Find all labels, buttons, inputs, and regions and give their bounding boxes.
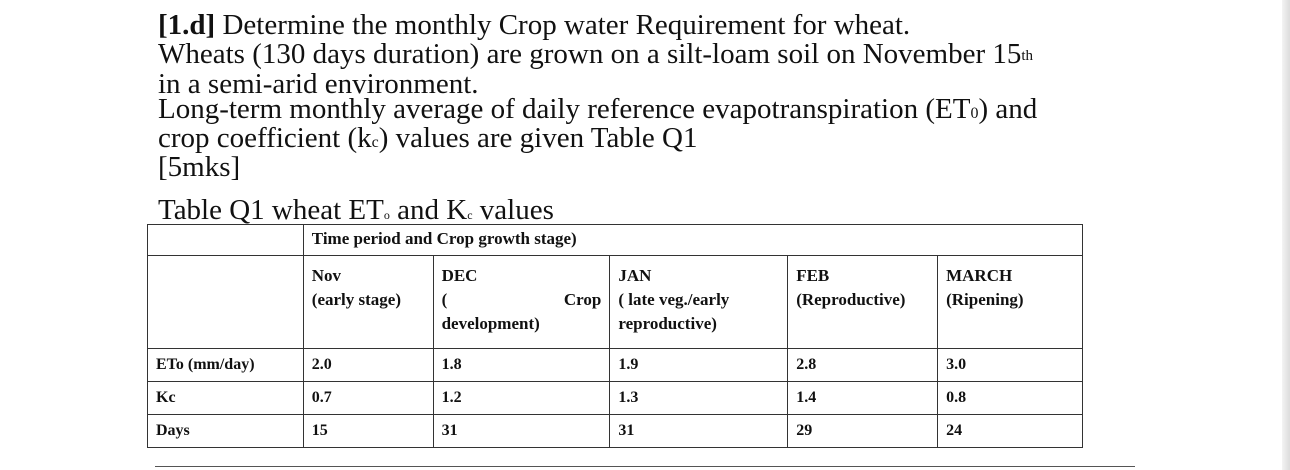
table-cell: 2.8 (787, 348, 939, 382)
et-subscript: 0 (970, 105, 979, 122)
row-label: ETo (mm/day) (147, 348, 304, 382)
table-row-eto: ETo (mm/day) 2.0 1.8 1.9 2.8 3.0 (147, 348, 1083, 382)
table-cell: 0.8 (937, 381, 1083, 415)
table-months-row: Nov (early stage) DEC ( Crop development… (147, 255, 1083, 349)
table-caption-sub-c: c (467, 208, 473, 222)
table-cell: 1.2 (432, 381, 611, 415)
question-line-5-post: ) values are given Table Q1 (378, 122, 698, 154)
growth-stage: (Ripening) (946, 290, 1024, 309)
growth-stage-word: Crop (563, 290, 602, 309)
growth-stage: (Reproductive) (796, 290, 906, 309)
month-name: JAN (618, 266, 652, 285)
row-label: Kc (147, 381, 304, 415)
table-caption: Table Q1 wheat ETo and Kc values (158, 194, 554, 231)
table-cell: 24 (937, 414, 1083, 448)
table-cell: 15 (302, 414, 434, 448)
question-line-4: Long-term monthly average of daily refer… (158, 95, 1158, 126)
table-cell: 1.8 (432, 348, 611, 382)
question-line-4-pre: Long-term monthly average of daily refer… (158, 93, 971, 125)
month-name: MARCH (946, 266, 1013, 285)
table-months-label-cell (147, 255, 304, 349)
table-cell: 29 (787, 414, 939, 448)
month-name: Nov (311, 266, 342, 285)
question-line-5-pre: crop coefficient (k (158, 122, 372, 154)
question-line-5: crop coefficient (kc) values are given T… (158, 124, 1158, 155)
table-cell: 1.4 (787, 381, 939, 415)
table-header-row: Time period and Crop growth stage) (147, 224, 1084, 256)
table-corner-cell (147, 224, 304, 256)
table-cell: 31 (432, 414, 611, 448)
page-edge-shadow (1282, 0, 1290, 470)
question-title-line: [1.d] Determine the monthly Crop water R… (158, 8, 1158, 42)
question-line-4-post: ) and (978, 93, 1038, 125)
bottom-divider (155, 466, 1135, 467)
question-line-2-text: Wheats (130 days duration) are grown on … (158, 38, 1022, 70)
question-line-2: Wheats (130 days duration) are grown on … (158, 40, 1158, 72)
ordinal-suffix: th (1021, 48, 1034, 64)
growth-stage: (early stage) (311, 290, 401, 309)
table-cell: 1.9 (609, 348, 789, 382)
table-row-days: Days 15 31 31 29 24 (147, 414, 1083, 448)
question-number: [1.d] (158, 9, 216, 41)
growth-stage-line: ( Crop (442, 288, 602, 312)
table-caption-post: values (472, 194, 554, 226)
question-title: Determine the monthly Crop water Require… (222, 9, 911, 41)
month-cell-feb: FEB (Reproductive) (787, 255, 939, 349)
kc-subscript: c (371, 134, 379, 151)
month-cell-nov: Nov (early stage) (302, 255, 434, 349)
growth-stage: development) (441, 314, 540, 333)
growth-stage-open: ( (441, 290, 448, 309)
question-marks: [5mks] (158, 151, 241, 183)
growth-stage: reproductive) (618, 314, 717, 333)
table-cell: 1.3 (609, 381, 789, 415)
month-cell-dec: DEC ( Crop development) (432, 255, 611, 349)
table-caption-pre: Table Q1 wheat ET (158, 194, 384, 226)
table-q1: Time period and Crop growth stage) Nov (… (147, 224, 1084, 448)
table-caption-mid: and K (389, 194, 468, 226)
table-caption-sub-o: o (383, 208, 390, 222)
month-name: DEC (441, 266, 478, 285)
row-label: Days (147, 414, 304, 448)
month-name: FEB (796, 266, 830, 285)
table-row-kc: Kc 0.7 1.2 1.3 1.4 0.8 (147, 381, 1083, 415)
table-cell: 0.7 (302, 381, 434, 415)
month-cell-march: MARCH (Ripening) (937, 255, 1083, 349)
question-line-3: in a semi-arid environment. (158, 68, 479, 100)
table-cell: 31 (609, 414, 789, 448)
question-block: [1.d] Determine the monthly Crop water R… (158, 8, 1158, 183)
table-header-cell: Time period and Crop growth stage) (302, 224, 1084, 256)
growth-stage-line: ( late veg./early (618, 290, 730, 309)
month-cell-jan: JAN ( late veg./early reproductive) (609, 255, 789, 349)
table-cell: 2.0 (302, 348, 434, 382)
table-cell: 3.0 (937, 348, 1083, 382)
